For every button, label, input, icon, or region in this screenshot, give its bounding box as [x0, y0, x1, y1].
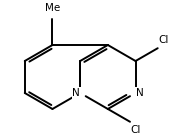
- Text: N: N: [72, 88, 80, 98]
- Text: Me: Me: [45, 3, 60, 13]
- Text: Cl: Cl: [158, 35, 168, 45]
- Text: N: N: [136, 88, 143, 98]
- Text: Cl: Cl: [130, 125, 141, 135]
